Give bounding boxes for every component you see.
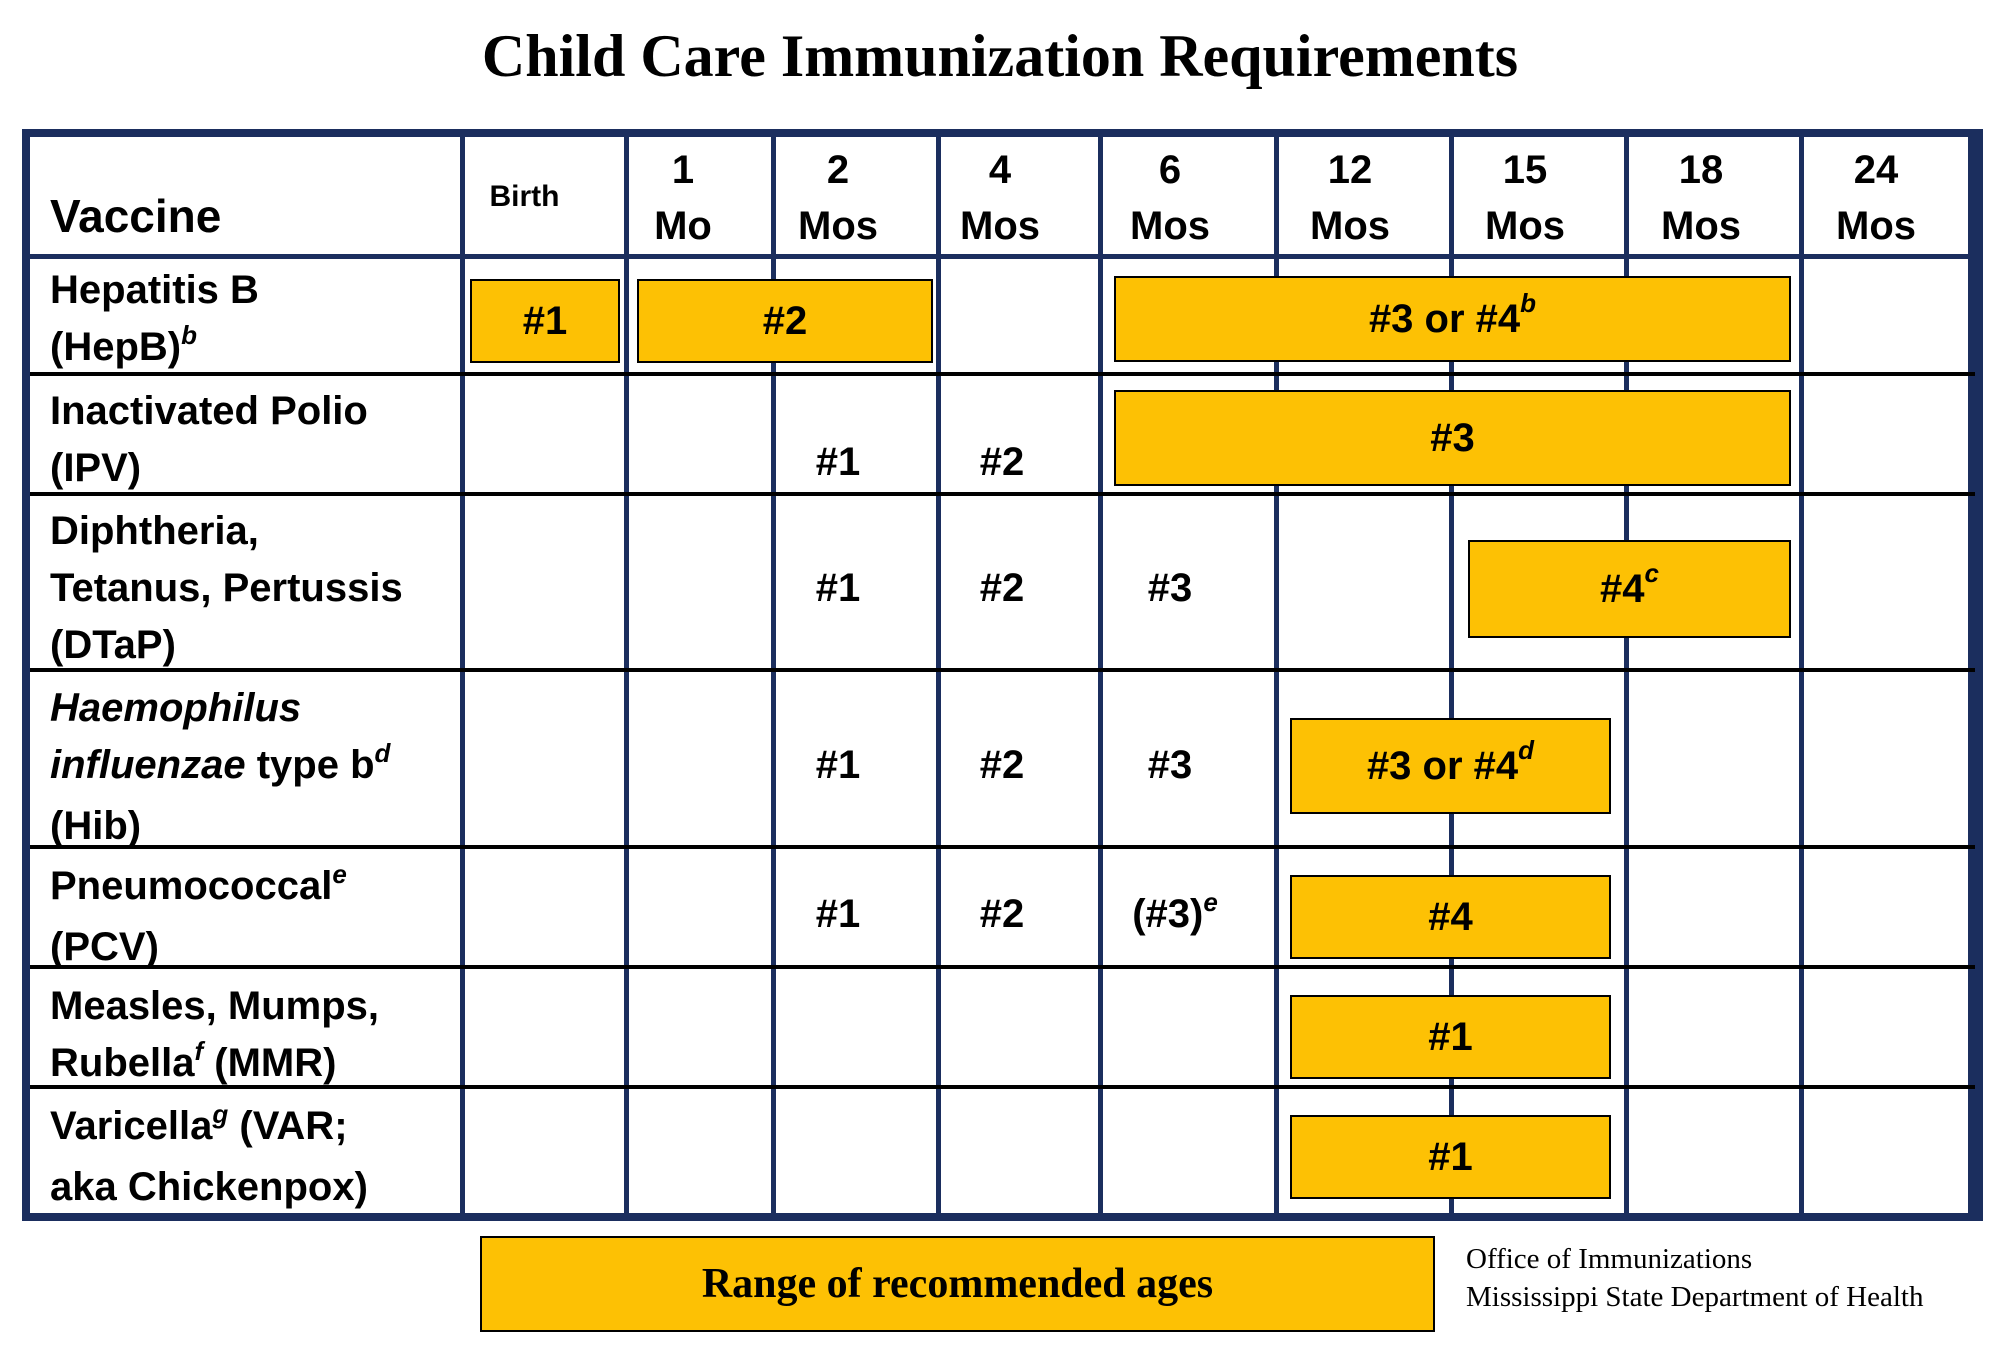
vaccine-label-var: Varicellag (VAR; aka Chickenpox): [50, 1099, 368, 1209]
vaccine-label-hib: Haemophilus influenzae type bd (Hib): [50, 686, 391, 848]
col-divider: [1968, 137, 1975, 1213]
row-divider: [30, 668, 1975, 672]
vaccine-label-ipv: Inactivated Polio (IPV): [50, 389, 368, 490]
dose-range-bar: #2: [637, 279, 933, 363]
credit-department: Mississippi State Department of Health: [1466, 1281, 1924, 1313]
legend-range-bar: Range of recommended ages: [480, 1236, 1435, 1332]
age-header-1mo: 1 Mo: [654, 148, 712, 248]
age-header-18mos: 18 Mos: [1661, 148, 1741, 248]
row-divider: [30, 492, 1975, 496]
vaccine-label-mmr: Measles, Mumps, Rubellaf (MMR): [50, 984, 380, 1085]
dose-label: #1: [815, 440, 861, 484]
dose-range-bar: #1: [470, 279, 620, 363]
legend-label: Range of recommended ages: [701, 1261, 1214, 1307]
vaccine-label-pcv: Pneumococcale (PCV): [50, 859, 347, 969]
col-divider: [771, 137, 776, 1213]
row-divider: [30, 845, 1975, 849]
col-divider: [936, 137, 941, 1213]
header-divider: [30, 254, 1975, 259]
col-divider: [1449, 137, 1454, 1213]
dose-label: #2: [979, 440, 1025, 484]
dose-label: #2: [979, 892, 1025, 936]
vaccine-column-header: Vaccine: [50, 190, 222, 242]
schedule-table: [22, 129, 1983, 1221]
dose-label: #2: [979, 566, 1025, 610]
col-divider: [460, 137, 465, 1213]
dose-range-bar: #1: [1290, 995, 1611, 1079]
page-title: Child Care Immunization Requirements: [481, 23, 1519, 89]
age-header-4mos: 4 Mos: [960, 148, 1040, 248]
col-divider: [1624, 137, 1629, 1213]
dose-label: #3: [1147, 566, 1193, 610]
dose-range-bar: #3 or #4 d: [1290, 718, 1611, 814]
row-divider: [30, 965, 1975, 969]
age-header-6mos: 6 Mos: [1130, 148, 1210, 248]
row-divider: [30, 1085, 1975, 1089]
dose-label: #2: [979, 743, 1025, 787]
dose-range-bar: #4: [1290, 875, 1611, 959]
col-divider: [1799, 137, 1804, 1213]
dose-label: #1: [815, 892, 861, 936]
age-header-2mos: 2 Mos: [798, 148, 878, 248]
dose-label: #3: [1147, 743, 1193, 787]
dose-range-bar: #1: [1290, 1115, 1611, 1199]
age-header-birth: Birth: [489, 180, 560, 213]
col-divider: [1274, 137, 1279, 1213]
credit-office: Office of Immunizations: [1466, 1243, 1753, 1275]
dose-label: #1: [815, 743, 861, 787]
age-header-15mos: 15 Mos: [1485, 148, 1565, 248]
col-divider: [1098, 137, 1103, 1213]
vaccine-label-hepb: Hepatitis B (HepB)b: [50, 268, 259, 369]
col-divider: [624, 137, 629, 1213]
dose-range-bar: #4 c: [1468, 540, 1791, 638]
vaccine-label-dtap: Diphtheria, Tetanus, Pertussis (DTaP): [50, 509, 403, 667]
dose-range-bar: #3: [1114, 390, 1791, 486]
dose-label: #1: [815, 566, 861, 610]
row-divider: [30, 372, 1975, 376]
age-header-24mos: 24 Mos: [1836, 148, 1916, 248]
dose-range-bar: #3 or #4 b: [1114, 276, 1791, 362]
dose-label: (#3)e: [1132, 887, 1218, 936]
age-header-12mos: 12 Mos: [1310, 148, 1390, 248]
